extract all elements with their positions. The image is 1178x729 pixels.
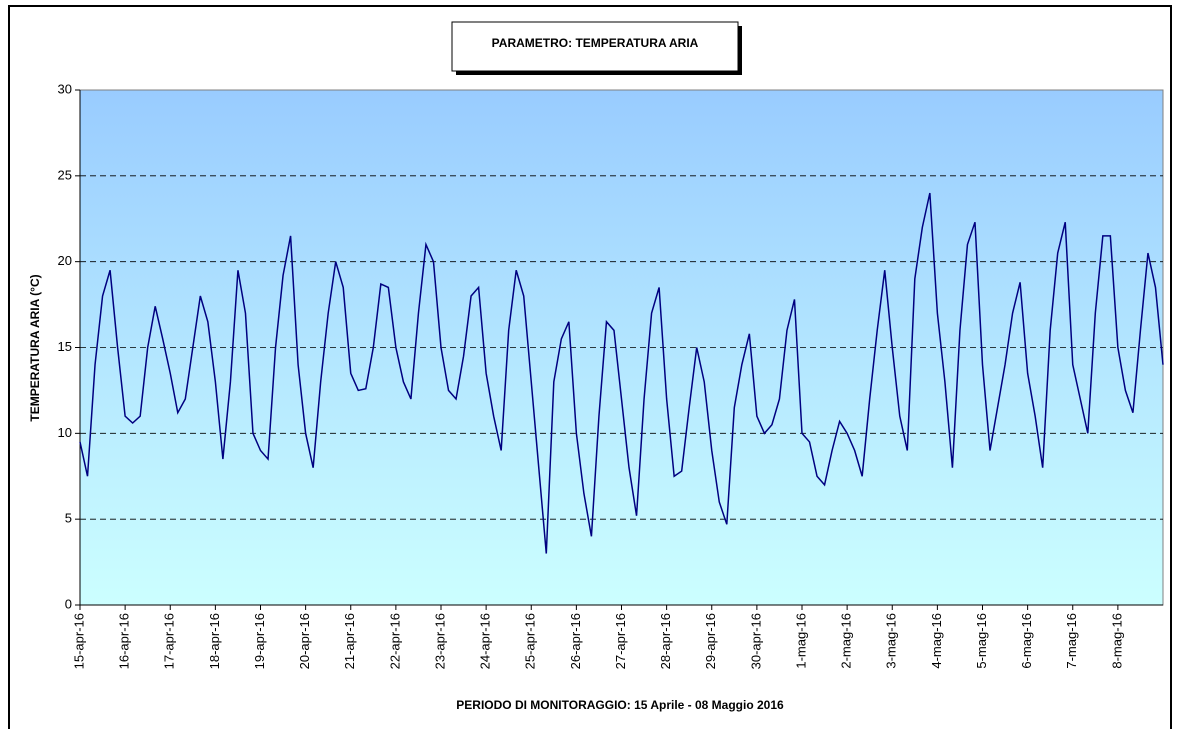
x-tick-label: 24-apr-16 [478,613,493,669]
x-tick-label: 17-apr-16 [162,613,177,669]
x-tick-label: 7-mag-16 [1064,613,1079,669]
x-tick-label: 6-mag-16 [1019,613,1034,669]
x-tick-label: 29-apr-16 [703,613,718,669]
y-tick-label: 20 [58,253,72,268]
y-tick-label: 0 [65,596,72,611]
x-tick-label: 2-mag-16 [839,613,854,669]
x-tick-label: 16-apr-16 [117,613,132,669]
y-tick-label: 15 [58,339,72,354]
x-tick-label: 30-apr-16 [748,613,763,669]
x-tick-label: 15-apr-16 [71,613,86,669]
y-tick-label: 5 [65,511,72,526]
y-tick-label: 10 [58,425,72,440]
x-tick-label: 20-apr-16 [297,613,312,669]
x-tick-label: 23-apr-16 [432,613,447,669]
data-line [79,192,1164,554]
x-tick-label: 18-apr-16 [207,613,222,669]
x-tick-label: 19-apr-16 [252,613,267,669]
title-box [451,21,739,72]
x-tick-label: 1-mag-16 [793,613,808,669]
x-tick-label: 27-apr-16 [613,613,628,669]
y-axis-title: TEMPERATURA ARIA (°C) [28,274,42,421]
y-tick-label: 30 [58,81,72,96]
x-tick-label: 21-apr-16 [342,613,357,669]
frame [8,5,1172,729]
chart-title: PARAMETRO: TEMPERATURA ARIA [492,36,699,50]
x-tick-label: 26-apr-16 [568,613,583,669]
x-tick-label: 4-mag-16 [929,613,944,669]
x-tick-label: 28-apr-16 [658,613,673,669]
x-tick-label: 3-mag-16 [884,613,899,669]
y-tick-label: 25 [58,167,72,182]
x-tick-label: 25-apr-16 [523,613,538,669]
x-axis-title: PERIODO DI MONITORAGGIO: 15 Aprile - 08 … [456,698,784,712]
x-tick-label: 22-apr-16 [387,613,402,669]
x-tick-label: 8-mag-16 [1109,613,1124,669]
x-tick-label: 5-mag-16 [974,613,989,669]
